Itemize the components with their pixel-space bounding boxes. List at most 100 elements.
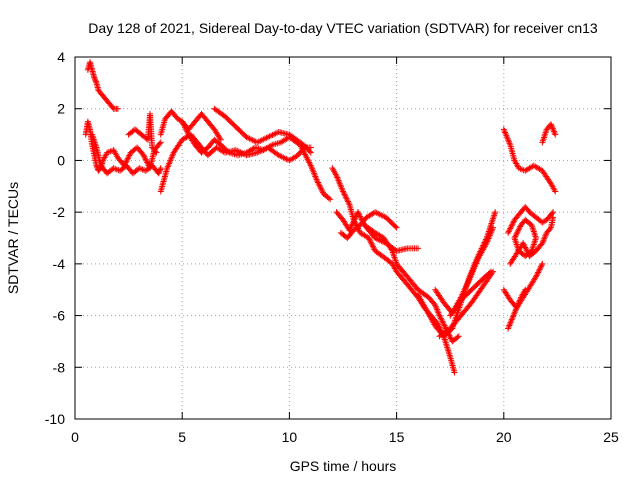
data-point bbox=[342, 192, 349, 199]
data-point bbox=[153, 149, 160, 156]
data-point bbox=[142, 155, 149, 162]
data-point bbox=[314, 179, 321, 186]
data-point bbox=[109, 104, 116, 111]
data-point bbox=[539, 260, 546, 267]
data-point bbox=[505, 325, 512, 332]
data-point bbox=[505, 229, 512, 236]
data-point bbox=[551, 130, 558, 137]
y-tick-label: 2 bbox=[57, 101, 65, 117]
data-point bbox=[514, 229, 521, 236]
data-point bbox=[156, 167, 163, 174]
data-point bbox=[369, 242, 376, 249]
data-point bbox=[511, 235, 518, 241]
y-tick-label: -2 bbox=[53, 204, 66, 220]
data-point bbox=[217, 136, 224, 143]
data-point bbox=[510, 312, 517, 319]
data-point bbox=[437, 315, 444, 322]
data-point bbox=[541, 235, 548, 242]
data-point bbox=[536, 266, 543, 273]
data-point bbox=[92, 78, 99, 85]
data-point bbox=[440, 321, 447, 328]
data-point bbox=[432, 303, 439, 310]
data-point bbox=[182, 124, 189, 131]
data-point bbox=[454, 334, 461, 341]
data-point bbox=[318, 186, 325, 193]
data-point bbox=[157, 165, 164, 172]
data-point bbox=[490, 224, 497, 231]
data-point bbox=[540, 238, 547, 245]
data-point bbox=[508, 318, 515, 325]
data-point bbox=[515, 226, 522, 233]
data-point bbox=[546, 225, 553, 232]
data-point bbox=[157, 139, 164, 146]
data-point bbox=[355, 210, 362, 217]
data-point bbox=[533, 272, 540, 279]
data-point bbox=[514, 301, 521, 308]
data-point bbox=[340, 189, 347, 196]
data-point bbox=[505, 324, 512, 331]
data-point bbox=[367, 239, 374, 246]
data-point bbox=[507, 224, 514, 231]
data-point bbox=[516, 297, 523, 304]
data-point bbox=[267, 142, 274, 149]
x-tick-label: 0 bbox=[71, 429, 79, 445]
data-point bbox=[547, 121, 554, 128]
data-point bbox=[91, 75, 98, 82]
data-point bbox=[455, 333, 462, 340]
data-point bbox=[539, 240, 546, 247]
data-point bbox=[540, 237, 547, 244]
data-point bbox=[532, 273, 539, 280]
data-point bbox=[156, 169, 163, 176]
data-point bbox=[492, 209, 499, 216]
data-point bbox=[182, 125, 189, 132]
x-tick-label: 25 bbox=[603, 429, 619, 445]
data-point bbox=[355, 209, 362, 216]
data-point bbox=[124, 155, 131, 162]
data-point bbox=[514, 303, 521, 310]
data-point bbox=[392, 223, 399, 230]
data-point bbox=[550, 127, 557, 134]
data-point bbox=[516, 298, 523, 305]
data-point bbox=[92, 77, 99, 84]
data-point bbox=[440, 319, 447, 326]
x-tick-label: 20 bbox=[496, 429, 512, 445]
y-tick-label: -6 bbox=[53, 308, 66, 324]
data-point bbox=[509, 221, 516, 228]
data-point bbox=[357, 213, 364, 220]
plot-frame bbox=[74, 56, 612, 420]
data-point bbox=[365, 235, 372, 241]
data-marks bbox=[82, 59, 559, 376]
data-point bbox=[522, 286, 529, 293]
y-tick-label: -10 bbox=[45, 411, 65, 427]
data-point bbox=[340, 188, 346, 195]
data-point bbox=[535, 268, 542, 275]
data-point bbox=[325, 195, 332, 202]
data-point bbox=[552, 131, 559, 138]
data-point bbox=[511, 310, 518, 317]
data-point bbox=[508, 222, 515, 229]
data-point bbox=[317, 183, 324, 190]
data-point bbox=[510, 219, 517, 226]
data-point bbox=[437, 314, 444, 321]
data-point bbox=[538, 262, 545, 269]
data-point bbox=[342, 194, 349, 201]
data-point bbox=[508, 316, 515, 323]
data-point bbox=[317, 185, 324, 192]
x-tick-label: 10 bbox=[282, 429, 298, 445]
data-point bbox=[515, 300, 522, 307]
data-point bbox=[435, 309, 442, 316]
data-point bbox=[521, 243, 528, 250]
data-point bbox=[522, 245, 529, 252]
data-point bbox=[447, 334, 454, 341]
data-point bbox=[152, 148, 159, 155]
data-point bbox=[549, 124, 556, 131]
data-point bbox=[114, 105, 121, 112]
data-point bbox=[125, 153, 132, 160]
data-point bbox=[509, 313, 516, 320]
data-point bbox=[179, 120, 186, 127]
data-point bbox=[506, 322, 513, 329]
data-point bbox=[522, 244, 529, 251]
data-point bbox=[343, 195, 350, 202]
data-point bbox=[155, 170, 162, 177]
